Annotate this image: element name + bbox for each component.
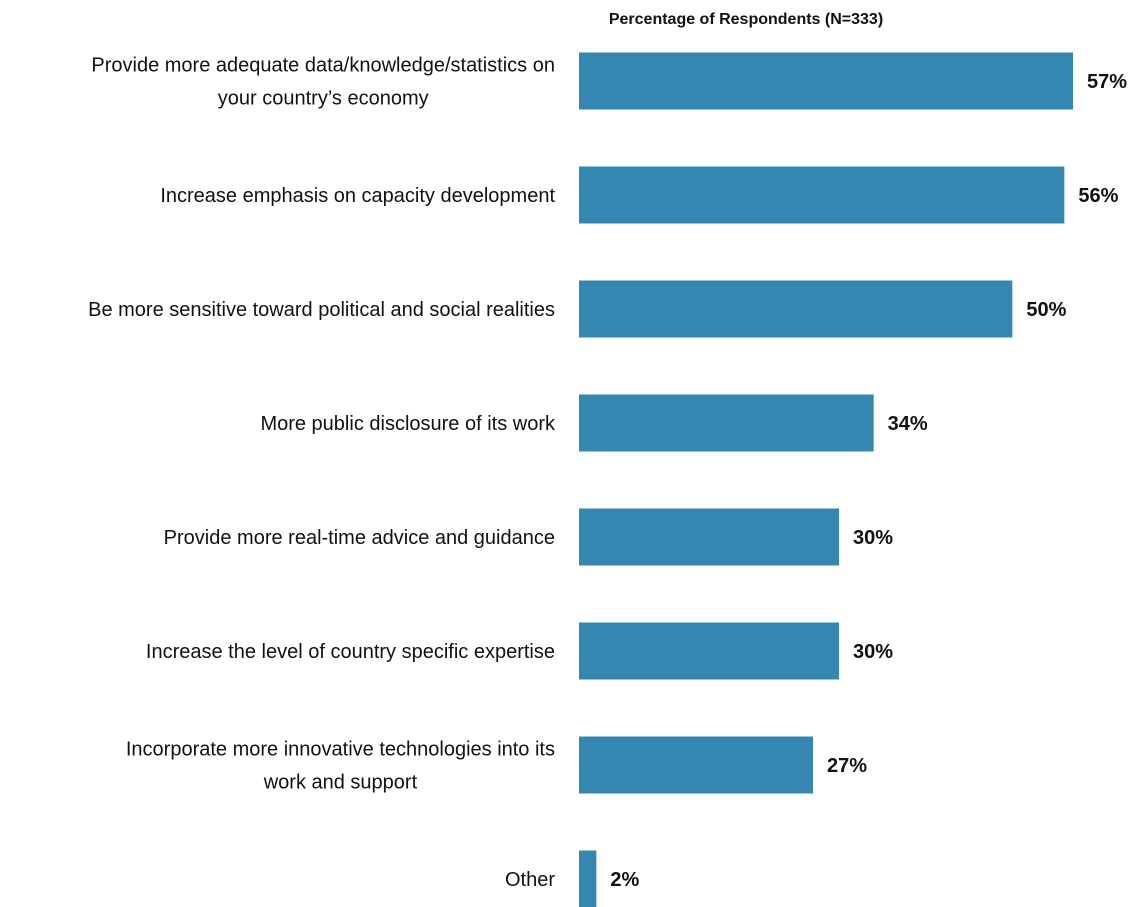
category-label-0-line-0: Provide more adequate data/knowledge/sta… [91, 55, 555, 77]
bar-1 [579, 166, 1065, 224]
bar-2 [579, 280, 1013, 338]
value-label-5: 30% [853, 641, 893, 663]
category-label-6-line-0: Incorporate more innovative technologies… [126, 739, 555, 761]
value-label-6: 27% [827, 755, 867, 777]
value-label-0: 57% [1087, 71, 1127, 93]
category-label-3: More public disclosure of its work [260, 413, 556, 435]
bar-7 [579, 850, 597, 907]
bar-3 [579, 394, 874, 452]
category-label-7: Other [505, 869, 555, 891]
category-label-4: Provide more real-time advice and guidan… [164, 527, 555, 549]
value-label-4: 30% [853, 527, 893, 549]
bar-4 [579, 508, 839, 566]
category-label-1: Increase emphasis on capacity developmen… [160, 185, 555, 207]
value-label-7: 2% [610, 869, 639, 891]
chart-title: Percentage of Respondents (N=333) [609, 11, 883, 28]
category-label-6-line-1: work and support [263, 771, 418, 793]
bar-6 [579, 736, 813, 794]
category-label-2: Be more sensitive toward political and s… [88, 299, 555, 321]
value-label-3: 34% [888, 413, 928, 435]
value-label-1: 56% [1078, 185, 1118, 207]
bars-group: 57% Provide more adequate data/knowledge/… [88, 52, 1127, 907]
bar-0 [579, 52, 1073, 110]
value-label-2: 50% [1026, 299, 1066, 321]
category-label-5: Increase the level of country specific e… [146, 641, 555, 663]
bar-5 [579, 622, 839, 680]
category-label-0-line-1: your country’s economy [218, 87, 429, 109]
